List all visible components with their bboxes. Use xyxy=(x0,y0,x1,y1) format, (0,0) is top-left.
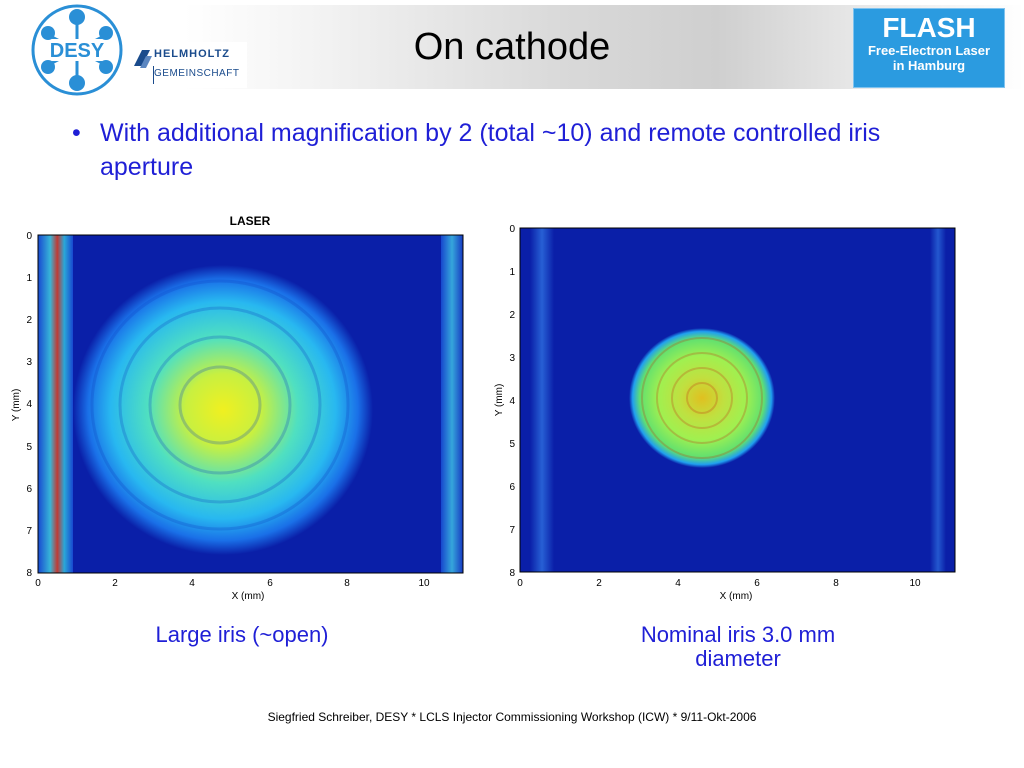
caption-nominal-iris: Nominal iris 3.0 mm diameter xyxy=(598,623,878,671)
plot1-ytick: 6 xyxy=(26,484,32,495)
plot1-ytick: 7 xyxy=(26,526,32,537)
plot2-ytick: 1 xyxy=(509,267,515,278)
bullet-text: With additional magnification by 2 (tota… xyxy=(100,119,881,181)
plot2-ytick: 8 xyxy=(509,568,515,579)
plot1-ytick: 2 xyxy=(26,315,32,326)
plot1-title: LASER xyxy=(230,214,271,228)
desy-logo: DESY xyxy=(31,4,123,96)
desy-logo-text: DESY xyxy=(50,40,105,62)
flash-title: FLASH xyxy=(882,12,976,43)
helmholtz-line1: HELMHOLTZ xyxy=(154,48,231,60)
plot1-xtick: 8 xyxy=(344,578,350,589)
plot2-xtick: 4 xyxy=(675,578,681,589)
footer-citation: Siegfried Schreiber, DESY * LCLS Injecto… xyxy=(267,710,757,724)
plot2-xticks: 0 2 4 6 8 10 xyxy=(517,578,921,589)
plot1-ylabel: Y (mm) xyxy=(11,389,22,422)
page-title: On cathode xyxy=(413,26,611,68)
plot2-xtick: 8 xyxy=(833,578,839,589)
plot1-xtick: 0 xyxy=(35,578,41,589)
plot2-xtick: 0 xyxy=(517,578,523,589)
laser-image-plot-large-iris: LASER 0 1 2 3 4 5 6 7 8 0 xyxy=(8,210,468,605)
plot2-ytick: 5 xyxy=(509,439,515,450)
plot2-ytick: 6 xyxy=(509,482,515,493)
plot2-xtick: 10 xyxy=(909,578,921,589)
plot2-yticks: 0 1 2 3 4 5 6 7 8 xyxy=(509,224,515,579)
caption-nominal-iris-line2: diameter xyxy=(695,646,781,671)
plot1-xtick: 6 xyxy=(267,578,273,589)
plot2-xtick: 6 xyxy=(754,578,760,589)
helmholtz-logo: HELMHOLTZ GEMEINSCHAFT xyxy=(130,42,247,88)
plot1-ytick: 1 xyxy=(26,273,32,284)
plot2-ylabel: Y (mm) xyxy=(494,384,505,417)
helmholtz-divider xyxy=(153,66,154,84)
plot2-image xyxy=(520,228,955,572)
laser-image-plot-nominal-iris: 0 1 2 3 4 5 6 7 8 0 2 4 6 8 10 X (mm) Y … xyxy=(490,218,965,608)
plot1-xtick: 4 xyxy=(189,578,195,589)
plot1-ytick: 0 xyxy=(26,231,32,242)
plot1-yticks: 0 1 2 3 4 5 6 7 8 xyxy=(26,231,32,579)
flash-line2: in Hamburg xyxy=(892,58,966,73)
helmholtz-line2: GEMEINSCHAFT xyxy=(154,68,240,79)
plot2-ytick: 3 xyxy=(509,353,515,364)
bullet-marker: • xyxy=(72,119,81,147)
plot1-ytick: 3 xyxy=(26,357,32,368)
plot2-xtick: 2 xyxy=(596,578,602,589)
plot1-image xyxy=(38,235,463,573)
plot2-ytick: 0 xyxy=(509,224,515,235)
helmholtz-mark-icon xyxy=(134,50,152,68)
plot1-ytick: 5 xyxy=(26,442,32,453)
plot2-ytick: 4 xyxy=(509,396,515,407)
plot2-xlabel: X (mm) xyxy=(720,591,753,602)
plot1-ytick: 8 xyxy=(26,568,32,579)
plot2-ytick: 2 xyxy=(509,310,515,321)
plot1-xtick: 2 xyxy=(112,578,118,589)
flash-logo: FLASH Free-Electron Laser in Hamburg xyxy=(853,8,1005,88)
plot1-xlabel: X (mm) xyxy=(232,591,265,602)
caption-nominal-iris-line1: Nominal iris 3.0 mm xyxy=(640,622,836,647)
plot1-xtick: 10 xyxy=(418,578,430,589)
plot1-ytick: 4 xyxy=(26,399,32,410)
caption-large-iris: Large iris (~open) xyxy=(155,622,329,647)
plot1-xticks: 0 2 4 6 8 10 xyxy=(35,578,430,589)
flash-line1: Free-Electron Laser xyxy=(867,43,991,58)
plot2-ytick: 7 xyxy=(509,525,515,536)
